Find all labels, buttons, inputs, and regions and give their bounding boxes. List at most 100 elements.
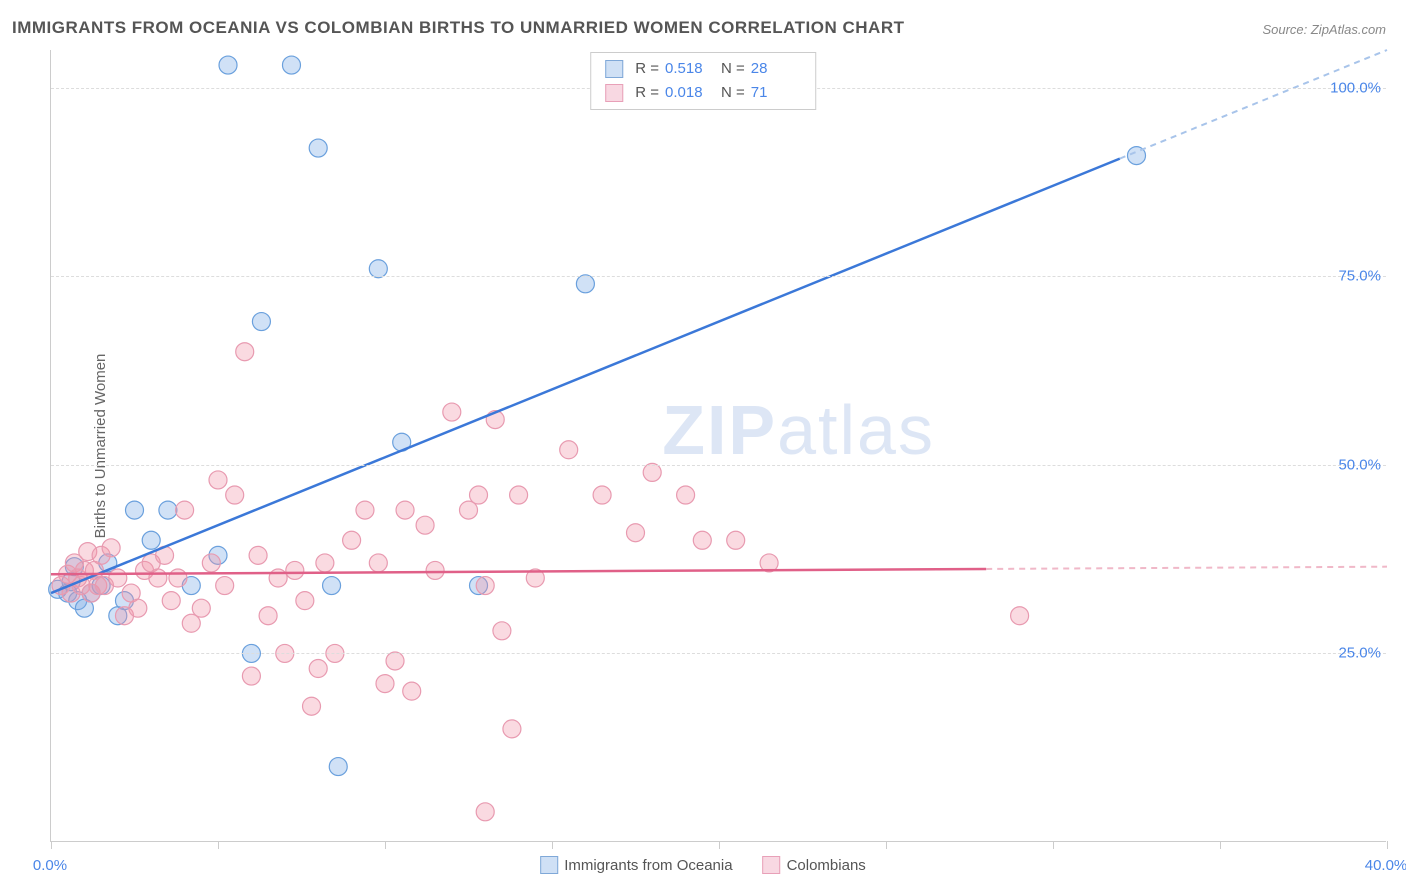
scatter-point-colombians [286, 561, 304, 579]
scatter-point-colombians [309, 660, 327, 678]
scatter-point-colombians [129, 599, 147, 617]
scatter-point-colombians [303, 697, 321, 715]
x-tick [552, 841, 553, 849]
gridline-h [51, 465, 1386, 466]
scatter-point-oceania [323, 577, 341, 595]
x-tick-label: 40.0% [1365, 857, 1406, 874]
scatter-point-colombians [343, 531, 361, 549]
scatter-point-colombians [493, 622, 511, 640]
scatter-point-colombians [242, 667, 260, 685]
scatter-point-colombians [396, 501, 414, 519]
scatter-point-colombians [176, 501, 194, 519]
regression-line-colombians [51, 569, 986, 574]
legend-swatch-colombians [763, 856, 781, 874]
chart-container: IMMIGRANTS FROM OCEANIA VS COLOMBIAN BIR… [0, 0, 1406, 892]
scatter-point-colombians [169, 569, 187, 587]
scatter-point-colombians [627, 524, 645, 542]
scatter-point-colombians [236, 343, 254, 361]
scatter-point-oceania [219, 56, 237, 74]
scatter-point-colombians [643, 463, 661, 481]
n-label: N = [721, 57, 745, 81]
y-tick-label: 50.0% [1338, 456, 1381, 473]
scatter-point-colombians [426, 561, 444, 579]
n-label: N = [721, 81, 745, 105]
legend-label-oceania: Immigrants from Oceania [564, 857, 732, 874]
gridline-h [51, 653, 1386, 654]
x-tick-label: 0.0% [33, 857, 67, 874]
r-value-colombians: 0.018 [665, 81, 715, 105]
plot-area: ZIPatlas [50, 50, 1386, 842]
scatter-point-colombians [416, 516, 434, 534]
r-label: R = [635, 57, 659, 81]
scatter-point-colombians [476, 803, 494, 821]
regression-line-dash-colombians [986, 567, 1387, 569]
scatter-point-colombians [162, 592, 180, 610]
scatter-point-colombians [102, 539, 120, 557]
scatter-point-colombians [376, 675, 394, 693]
scatter-point-colombians [1011, 607, 1029, 625]
scatter-point-colombians [386, 652, 404, 670]
n-value-oceania: 28 [751, 57, 801, 81]
scatter-point-colombians [503, 720, 521, 738]
scatter-point-colombians [226, 486, 244, 504]
scatter-point-colombians [109, 569, 127, 587]
scatter-point-colombians [403, 682, 421, 700]
gridline-h [51, 276, 1386, 277]
regression-line-dash-oceania [1120, 50, 1387, 159]
regression-line-oceania [51, 159, 1120, 593]
legend-swatch-colombians [605, 84, 623, 102]
x-tick [1220, 841, 1221, 849]
scatter-point-colombians [369, 554, 387, 572]
scatter-point-colombians [216, 577, 234, 595]
scatter-point-colombians [560, 441, 578, 459]
x-tick [1387, 841, 1388, 849]
r-value-oceania: 0.518 [665, 57, 715, 81]
x-tick [218, 841, 219, 849]
scatter-point-colombians [316, 554, 334, 572]
scatter-point-colombians [470, 486, 488, 504]
scatter-point-colombians [727, 531, 745, 549]
scatter-point-colombians [259, 607, 277, 625]
scatter-point-colombians [192, 599, 210, 617]
scatter-point-oceania [282, 56, 300, 74]
legend-item-oceania: Immigrants from Oceania [540, 856, 732, 874]
scatter-point-colombians [476, 577, 494, 595]
scatter-point-colombians [249, 546, 267, 564]
scatter-point-oceania [576, 275, 594, 293]
scatter-point-colombians [149, 569, 167, 587]
x-tick [51, 841, 52, 849]
correlation-legend: R = 0.518 N = 28 R = 0.018 N = 71 [590, 52, 816, 110]
x-tick [385, 841, 386, 849]
y-tick-label: 100.0% [1330, 79, 1381, 96]
legend-swatch-oceania [605, 60, 623, 78]
scatter-point-colombians [510, 486, 528, 504]
x-tick [886, 841, 887, 849]
scatter-point-colombians [677, 486, 695, 504]
x-tick [1053, 841, 1054, 849]
chart-title: IMMIGRANTS FROM OCEANIA VS COLOMBIAN BIR… [12, 18, 904, 38]
legend-item-colombians: Colombians [763, 856, 866, 874]
n-value-colombians: 71 [751, 81, 801, 105]
r-label: R = [635, 81, 659, 105]
scatter-point-colombians [209, 471, 227, 489]
correlation-legend-row-1: R = 0.018 N = 71 [605, 81, 801, 105]
scatter-point-oceania [159, 501, 177, 519]
scatter-point-oceania [369, 260, 387, 278]
source-label: Source: ZipAtlas.com [1262, 22, 1386, 37]
legend-swatch-oceania [540, 856, 558, 874]
scatter-point-oceania [126, 501, 144, 519]
correlation-legend-row-0: R = 0.518 N = 28 [605, 57, 801, 81]
scatter-point-oceania [252, 313, 270, 331]
scatter-point-oceania [309, 139, 327, 157]
scatter-point-colombians [693, 531, 711, 549]
legend-label-colombians: Colombians [787, 857, 866, 874]
scatter-point-colombians [443, 403, 461, 421]
scatter-point-oceania [142, 531, 160, 549]
scatter-point-colombians [296, 592, 314, 610]
scatter-point-colombians [356, 501, 374, 519]
scatter-plot-svg [51, 50, 1386, 841]
scatter-point-oceania [329, 758, 347, 776]
y-tick-label: 25.0% [1338, 645, 1381, 662]
scatter-point-colombians [593, 486, 611, 504]
scatter-point-colombians [202, 554, 220, 572]
